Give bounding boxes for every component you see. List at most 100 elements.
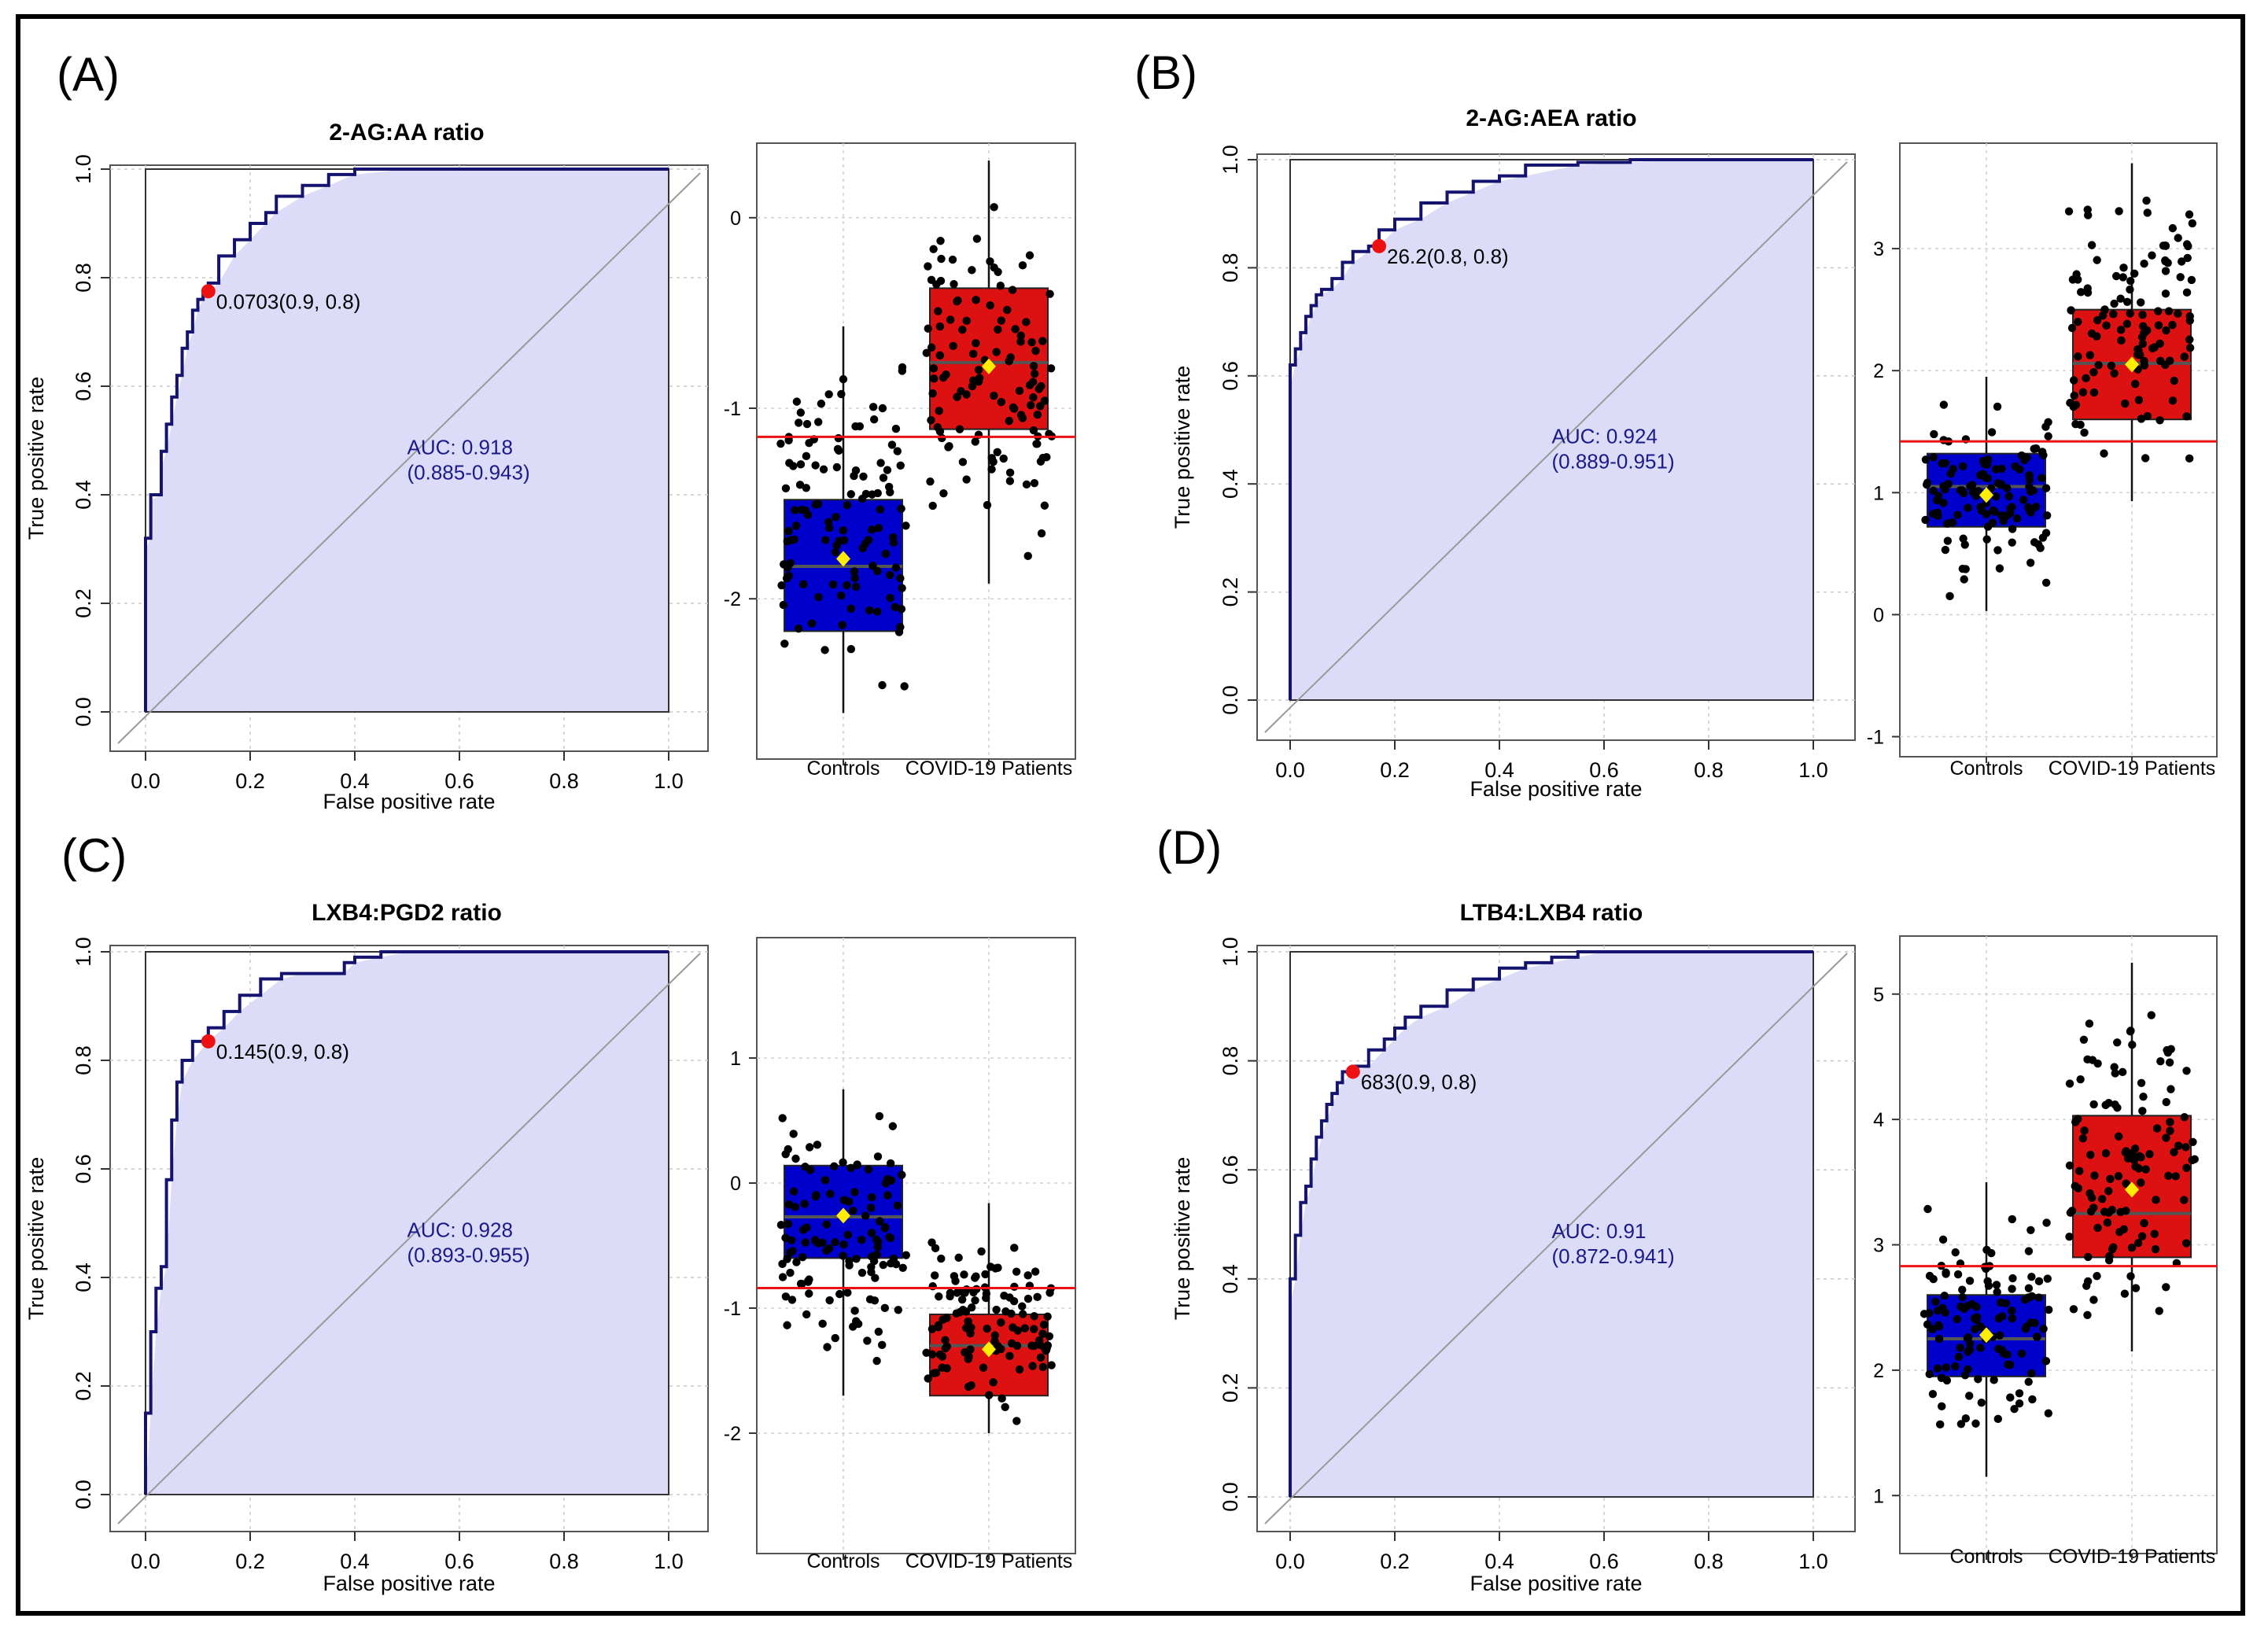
box-data-point: [786, 1248, 795, 1257]
box-data-point: [1956, 1420, 1966, 1428]
box-data-point: [2143, 411, 2152, 421]
box-data-point: [990, 1331, 999, 1340]
box-data-point: [1045, 1332, 1054, 1341]
roc-auc-label: AUC: 0.928: [408, 1218, 513, 1241]
box-data-point: [889, 1254, 898, 1263]
box-data-point: [2083, 1277, 2093, 1286]
box-data-point: [997, 1318, 1005, 1327]
box-data-point: [891, 563, 901, 572]
box-data-point: [1993, 1414, 2003, 1424]
roc-y-tick-label: 0.8: [72, 263, 95, 293]
box-data-point: [1987, 428, 1997, 437]
roc-y-axis-label: True positive rate: [1171, 1157, 1194, 1321]
box-data-point: [2024, 1377, 2033, 1386]
box-data-point: [873, 1242, 882, 1251]
box-data-point: [1031, 346, 1040, 356]
roc-x-tick-label: 0.2: [1380, 758, 1410, 782]
box-data-point: [2027, 1273, 2036, 1281]
box-data-point: [2156, 356, 2165, 365]
box-data-point: [2042, 511, 2052, 520]
panel-label-c: (C): [61, 829, 127, 882]
box-data-point: [1018, 1302, 1027, 1310]
box-data-point: [927, 343, 936, 352]
box-data-point: [927, 416, 935, 425]
box-data-point: [994, 1263, 1002, 1272]
box-data-point: [2168, 320, 2177, 330]
roc-y-tick-label: 0.6: [1219, 1155, 1242, 1185]
box-data-point: [1971, 492, 1981, 500]
box-data-point: [2024, 504, 2033, 513]
box-data-point: [2130, 379, 2140, 389]
box-data-point: [2137, 298, 2145, 307]
box-data-point: [986, 1263, 995, 1271]
box-data-point: [1030, 478, 1039, 488]
box-data-point: [983, 1324, 991, 1333]
box-data-point: [2185, 210, 2194, 219]
box-data-point: [1989, 506, 1997, 515]
box-data-point: [2183, 253, 2192, 263]
roc-x-axis-label: False positive rate: [323, 790, 495, 813]
box-data-point: [1929, 453, 1938, 462]
box-data-point: [2167, 1085, 2175, 1093]
box-data-point: [928, 389, 937, 398]
box-data-point: [935, 407, 943, 415]
box-data-point: [2039, 1325, 2048, 1333]
box-data-point: [2102, 321, 2111, 330]
box-data-point: [2170, 1148, 2178, 1156]
roc-chart-b: 26.2(0.8, 0.8) AUC: 0.924(0.889-0.951) 0.0…: [1171, 105, 1856, 801]
box-data-point: [2140, 259, 2148, 268]
box-data-point: [2115, 1227, 2124, 1237]
box-data-point: [2038, 474, 2046, 483]
box-data-point: [786, 1268, 795, 1277]
box-data-point: [2126, 1272, 2135, 1281]
box-data-point: [2012, 514, 2022, 523]
roc-y-tick-label: 1.0: [1219, 937, 1242, 967]
box-data-point: [2033, 1333, 2041, 1341]
box-data-point: [871, 1274, 880, 1282]
roc-x-axis-label: False positive rate: [323, 1572, 495, 1595]
box-data-point: [987, 454, 996, 463]
roc-chart-a: 0.0703(0.9, 0.8) AUC: 0.918(0.885-0.943) 0…: [24, 120, 709, 813]
box-data-point: [927, 1350, 937, 1359]
box-data-point: [952, 1309, 961, 1318]
box-data-point: [791, 1203, 799, 1211]
box-data-point: [785, 459, 794, 467]
box-data-point: [1929, 486, 1938, 496]
box-data-point: [850, 567, 859, 576]
box-plot-frame: [1899, 142, 2218, 758]
box-data-point: [2008, 1314, 2017, 1323]
box-data-point: [2119, 264, 2128, 272]
box-data-point: [2133, 1238, 2143, 1248]
box-data-point: [2185, 316, 2194, 325]
box-data-point: [1992, 1281, 2001, 1289]
box-data-point: [2118, 1067, 2127, 1077]
box-data-point: [789, 1187, 798, 1196]
roc-auc-ci: (0.885-0.943): [408, 460, 530, 484]
box-data-point: [1986, 484, 1996, 492]
box-data-point: [880, 1223, 890, 1232]
roc-title: LTB4:LXB4 ratio: [1460, 900, 1643, 926]
box-data-point: [801, 1238, 810, 1247]
roc-data-box: [1289, 951, 1814, 1498]
box-data-point: [2075, 1167, 2084, 1175]
box-data-point: [1008, 286, 1017, 294]
box-data-point: [1967, 1299, 1976, 1309]
box-data-point: [822, 1246, 831, 1255]
box-data-point: [2126, 277, 2135, 286]
box-data-point: [2089, 1100, 2098, 1109]
box-data-point: [1995, 1331, 2004, 1340]
box-data-point: [886, 1159, 895, 1168]
box-data-point: [1990, 1376, 1998, 1384]
box-data-point: [830, 1162, 839, 1170]
box-data-point: [792, 1258, 801, 1266]
figure-frame: [16, 14, 2245, 1616]
box-data-point: [1020, 1324, 1030, 1333]
box-data-point: [1031, 1267, 1040, 1276]
box-data-point: [1923, 1204, 1932, 1214]
box-data-point: [1015, 386, 1024, 396]
box-data-point: [2164, 1171, 2173, 1181]
box-data-point: [2104, 1208, 2113, 1217]
box-data-point: [990, 203, 998, 212]
roc-diagonal: [1264, 953, 1848, 1524]
